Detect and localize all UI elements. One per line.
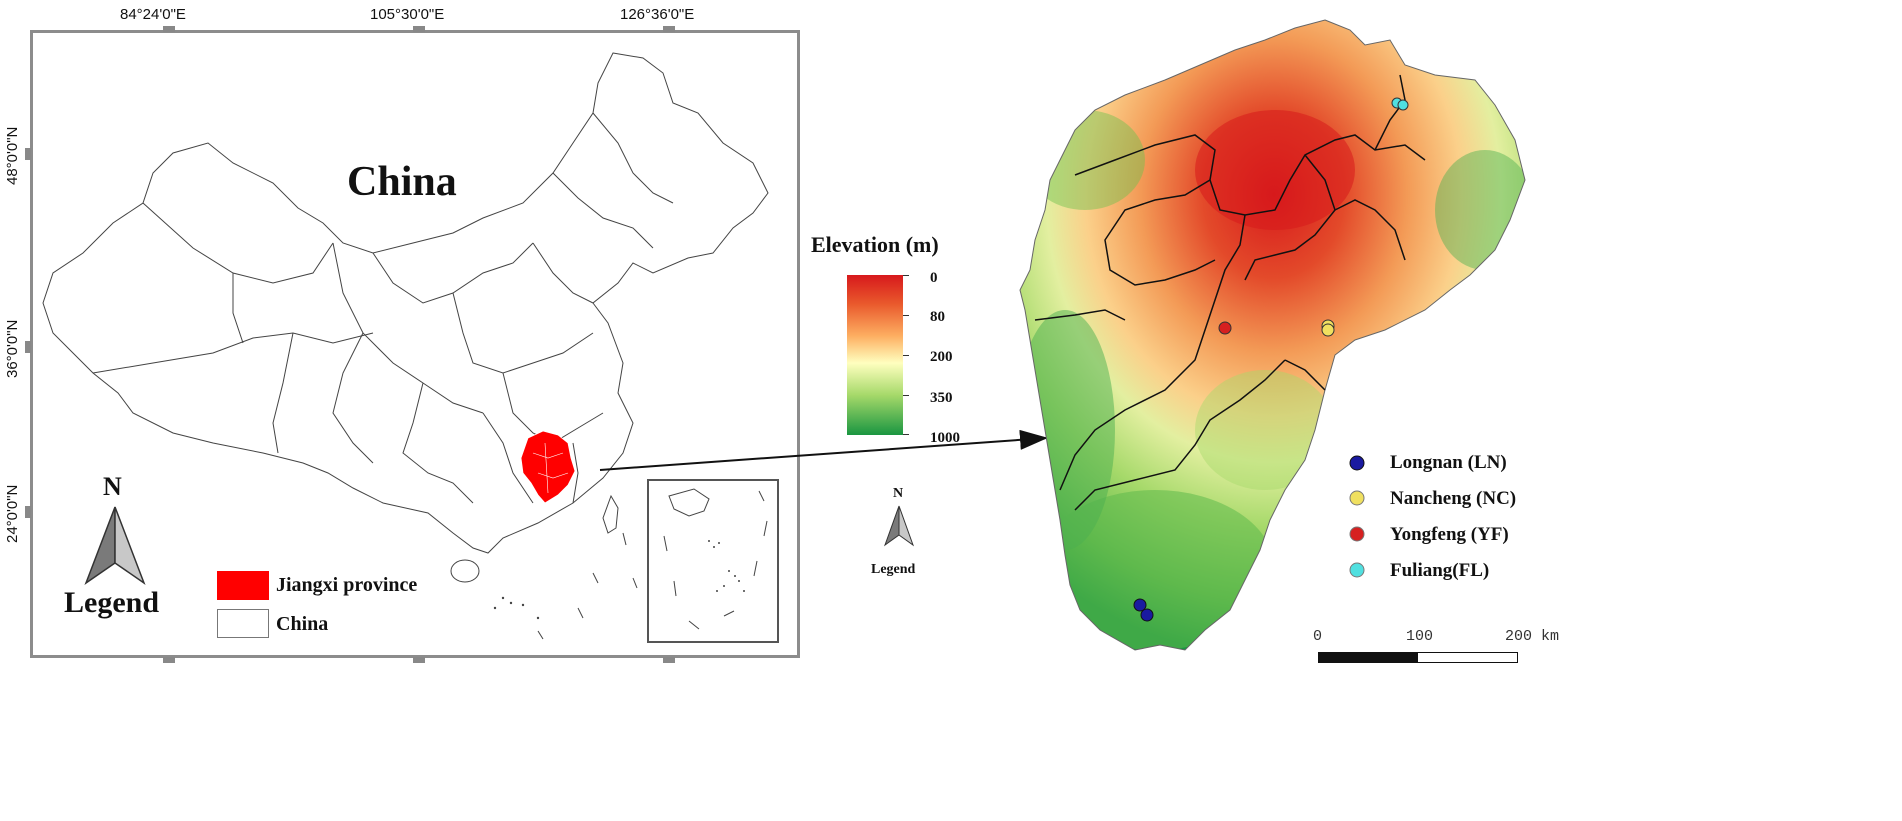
legend-label-jiangxi: Jiangxi province (276, 574, 418, 596)
china-title: China (347, 159, 457, 205)
scalebar-label-0: 0 (1313, 628, 1323, 645)
left-coord-1: 48°0'0"N (4, 126, 21, 185)
elevation-label-80: 80 (930, 309, 945, 325)
scalebar (1318, 652, 1518, 663)
site-label-yongfeng: Yongfeng (YF) (1390, 524, 1509, 545)
top-coord-2: 105°30'0"E (370, 6, 445, 23)
bottom-tick-2 (413, 657, 425, 663)
site-yongfeng-marker (1218, 321, 1232, 335)
jiangxi-elevation-map (1019, 19, 1526, 651)
site-label-nancheng: Nancheng (NC) (1390, 488, 1517, 509)
elevation-label-1000: 1000 (930, 430, 960, 446)
china-outline-map (42, 52, 769, 640)
china-boundary (42, 52, 769, 554)
top-coord-1: 84°24'0"E (120, 6, 186, 23)
elevation-label-200: 200 (930, 349, 953, 365)
north-label-left: N (103, 472, 122, 501)
site-label-fuliang: Fuliang(FL) (1390, 560, 1490, 581)
elevation-color-ramp (847, 275, 903, 435)
top-coord-3: 126°36'0"E (620, 6, 695, 23)
bottom-tick-1 (163, 657, 175, 663)
site-legend-markers (1349, 455, 1365, 578)
bottom-tick-3 (663, 657, 675, 663)
north-arrow-mid-icon (883, 505, 915, 547)
north-arrow-icon (84, 506, 146, 585)
connector-arrow (599, 429, 1048, 471)
legend-label-china: China (276, 613, 329, 635)
left-tick-2 (25, 341, 31, 353)
elevation-title: Elevation (m) (811, 232, 939, 257)
legend-swatch-china (217, 609, 269, 638)
legend-title-left: Legend (64, 586, 160, 619)
left-tick-1 (25, 148, 31, 160)
top-tick-2 (413, 26, 425, 32)
south-china-sea-inset (647, 479, 779, 643)
jiangxi-province-shape (520, 430, 576, 504)
site-longnan-marker (1133, 598, 1147, 612)
scalebar-label-100: 100 (1406, 628, 1434, 645)
north-label-mid: N (893, 486, 904, 501)
site-label-longnan: Longnan (LN) (1390, 452, 1507, 473)
top-tick-3 (663, 26, 675, 32)
elevation-tick-marks (903, 275, 909, 435)
top-tick-1 (163, 26, 175, 32)
left-coord-2: 36°0'0"N (4, 319, 21, 378)
elevation-label-350: 350 (930, 390, 953, 406)
scalebar-label-200: 200 km (1505, 628, 1560, 645)
legend-label-mid: Legend (871, 562, 916, 577)
left-coord-3: 24°0'0"N (4, 484, 21, 543)
legend-swatch-jiangxi (217, 571, 269, 600)
elevation-label-0: 0 (930, 270, 938, 286)
left-tick-3 (25, 506, 31, 518)
